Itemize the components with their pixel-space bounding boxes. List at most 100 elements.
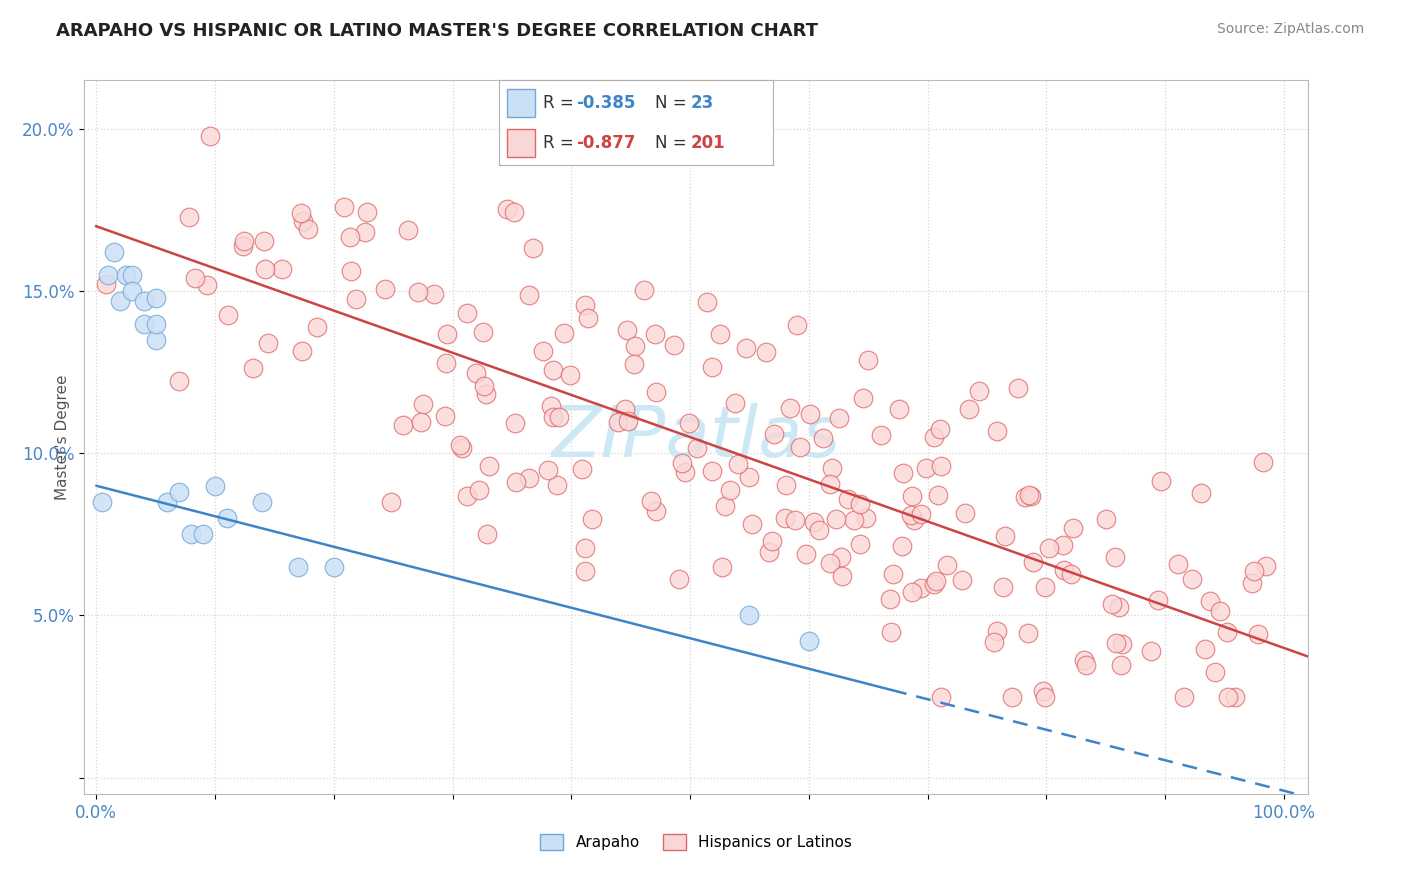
Point [1216, 624, 1239, 639]
Point [1198, 593, 1220, 607]
Point [553, 326, 575, 340]
Point [644, 504, 666, 518]
Point [132, 293, 155, 308]
Point [103, 245, 125, 260]
Point [624, 339, 647, 353]
Point [503, 416, 526, 430]
Text: R =: R = [543, 134, 579, 152]
Point [1104, 636, 1126, 650]
Point [291, 214, 314, 228]
Point [1181, 572, 1204, 586]
Point [891, 466, 914, 480]
Point [696, 294, 718, 309]
Point [91, 495, 114, 509]
Point [256, 336, 278, 351]
Point [818, 477, 841, 491]
Point [108, 293, 131, 308]
Point [121, 284, 143, 298]
Point [242, 360, 264, 375]
Point [1032, 683, 1054, 698]
Point [700, 464, 723, 478]
Point [910, 508, 932, 522]
Point [1095, 512, 1118, 526]
Point [574, 298, 596, 312]
Text: -0.877: -0.877 [576, 134, 636, 152]
Point [191, 527, 214, 541]
Point [1254, 559, 1277, 574]
Point [1052, 539, 1074, 553]
Point [633, 284, 655, 298]
Point [1101, 597, 1123, 611]
Point [1147, 592, 1170, 607]
Legend: Arapaho, Hispanics or Latinos: Arapaho, Hispanics or Latinos [540, 835, 852, 850]
Point [828, 411, 851, 425]
Point [1007, 381, 1029, 395]
Point [617, 414, 640, 428]
Point [929, 690, 952, 704]
Point [270, 261, 292, 276]
Point [339, 230, 361, 244]
Point [856, 353, 879, 368]
Point [541, 409, 564, 424]
Point [1038, 541, 1060, 555]
Point [576, 311, 599, 326]
Point [434, 409, 457, 424]
Point [94, 277, 117, 292]
Point [623, 357, 645, 371]
Point [468, 483, 491, 497]
Point [789, 441, 811, 455]
Point [928, 422, 950, 436]
Point [547, 409, 569, 424]
Point [825, 512, 848, 526]
Point [252, 495, 274, 509]
Point [581, 512, 603, 526]
Point [97, 268, 120, 282]
Point [842, 513, 865, 527]
Point [901, 584, 924, 599]
Point [910, 581, 932, 595]
Point [900, 508, 922, 523]
Point [177, 210, 200, 224]
Point [986, 624, 1008, 638]
Point [1173, 690, 1195, 704]
Point [215, 511, 238, 525]
Point [811, 431, 834, 445]
Point [903, 514, 925, 528]
Point [668, 572, 690, 586]
Point [848, 497, 870, 511]
Point [724, 396, 747, 410]
Point [686, 441, 709, 455]
Point [808, 523, 831, 537]
Text: N =: N = [655, 134, 692, 152]
Point [1150, 474, 1173, 488]
Point [754, 345, 776, 359]
Point [472, 326, 495, 340]
Point [994, 529, 1017, 543]
Point [475, 526, 498, 541]
Point [673, 465, 696, 479]
Point [1251, 455, 1274, 469]
Point [818, 556, 841, 570]
Point [1109, 657, 1132, 672]
Point [558, 368, 581, 383]
Point [145, 333, 167, 347]
Point [831, 568, 853, 582]
Point [477, 458, 499, 473]
Point [645, 384, 668, 399]
Point [821, 461, 844, 475]
Point [758, 545, 780, 559]
Point [253, 234, 276, 248]
Point [922, 430, 945, 444]
Point [167, 374, 190, 388]
Point [356, 205, 378, 219]
Point [794, 547, 817, 561]
Point [727, 457, 749, 471]
Point [531, 343, 554, 358]
Point [1209, 604, 1232, 618]
Point [465, 366, 488, 380]
Point [882, 566, 904, 581]
Point [195, 277, 218, 292]
Point [436, 327, 458, 342]
Point [1019, 490, 1042, 504]
Point [121, 268, 143, 282]
